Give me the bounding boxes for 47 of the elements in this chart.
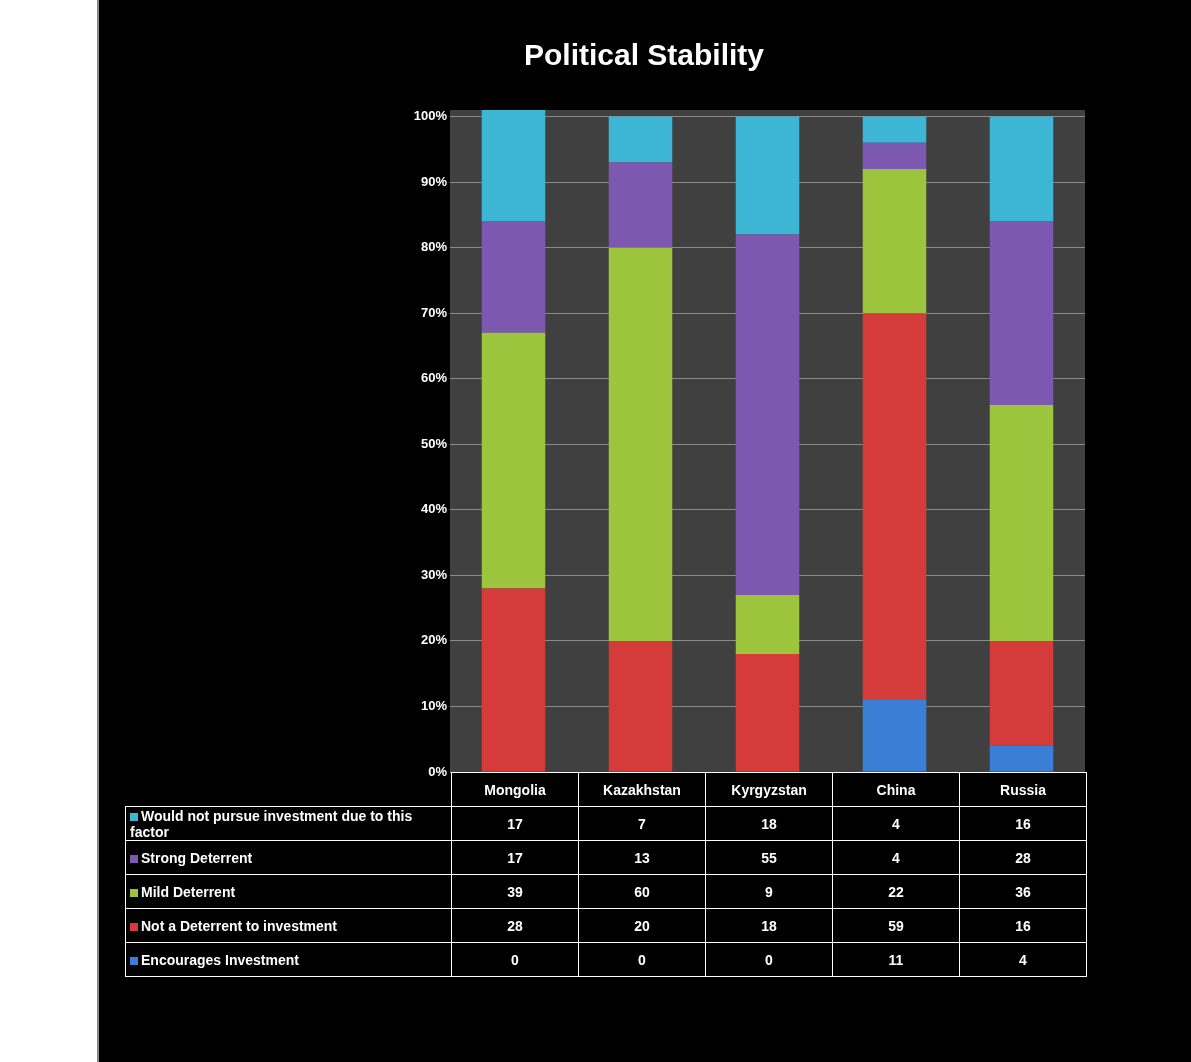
data-label: 17	[451, 840, 579, 875]
x-tick-label: China	[832, 772, 960, 807]
data-label: 4	[832, 806, 960, 841]
data-label: 39	[451, 874, 579, 909]
data-label: 4	[832, 840, 960, 875]
x-tick-label: Russia	[959, 772, 1087, 807]
data-label: 11	[832, 942, 960, 977]
data-label: 28	[959, 840, 1087, 875]
legend-label: Mild Deterrent	[125, 874, 452, 909]
data-label: 17	[451, 806, 579, 841]
data-label: 7	[578, 806, 706, 841]
x-tick-label: Kyrgyzstan	[705, 772, 833, 807]
data-label: 20	[578, 908, 706, 943]
data-label: 0	[578, 942, 706, 977]
y-tick-label: 90%	[420, 173, 448, 189]
data-label: 55	[705, 840, 833, 875]
y-tick-label: 50%	[420, 435, 448, 451]
data-label: 60	[578, 874, 706, 909]
legend-label: Would not pursue investment due to this factor	[125, 806, 452, 841]
legend-label: Encourages Investment	[125, 942, 452, 977]
y-tick-label: 70%	[420, 304, 448, 320]
y-tick-label: 80%	[420, 239, 448, 255]
data-label: 9	[705, 874, 833, 909]
y-tick-label: 40%	[420, 501, 448, 517]
data-label: 0	[451, 942, 579, 977]
y-tick-label: 10%	[420, 698, 448, 714]
data-label: 18	[705, 908, 833, 943]
y-tick-label: 60%	[420, 370, 448, 386]
y-tick-label: 30%	[420, 566, 448, 582]
x-tick-label: Mongolia	[451, 772, 579, 807]
data-label: 18	[705, 806, 833, 841]
data-label: 4	[959, 942, 1087, 977]
data-label: 13	[578, 840, 706, 875]
legend-label: Strong Deterrent	[125, 840, 452, 875]
chart-title: Political Stability	[522, 38, 766, 72]
data-label: 36	[959, 874, 1087, 909]
x-tick-label: Kazakhstan	[578, 772, 706, 807]
y-tick-label: 20%	[420, 632, 448, 648]
legend-label: Not a Deterrent to investment	[125, 908, 452, 943]
data-label: 16	[959, 908, 1087, 943]
data-label: 59	[832, 908, 960, 943]
y-tick-label: 100%	[413, 108, 448, 124]
data-label: 0	[705, 942, 833, 977]
data-label: 22	[832, 874, 960, 909]
y-tick-label: 0%	[428, 763, 448, 779]
data-label: 16	[959, 806, 1087, 841]
data-label: 28	[451, 908, 579, 943]
